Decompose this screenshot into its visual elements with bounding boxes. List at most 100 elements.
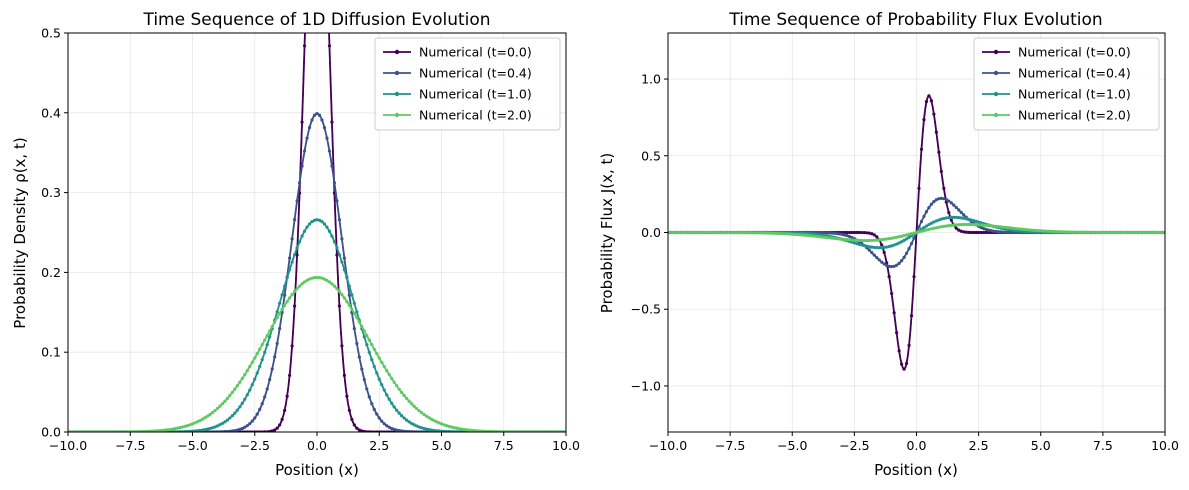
flux-point: [904, 251, 909, 255]
flux-point: [875, 238, 879, 242]
density-point: [427, 428, 431, 432]
flux-point: [927, 206, 931, 210]
density-legend-label-0: Numerical (t=0.0): [419, 45, 532, 60]
flux-point: [967, 217, 971, 221]
flux-point: [974, 230, 978, 235]
flux-point: [1128, 230, 1132, 235]
density-point: [183, 424, 187, 428]
density-point: [280, 293, 284, 297]
flux-point: [949, 218, 953, 222]
density-x-tick-label: −5.0: [177, 438, 207, 453]
density-x-tick-label: 10.0: [552, 438, 580, 453]
flux-point: [875, 246, 879, 250]
flux-x-tick-label: 0.0: [907, 438, 927, 453]
flux-point: [972, 230, 976, 235]
density-point: [278, 301, 282, 305]
density-point: [382, 422, 386, 426]
flux-point: [924, 210, 929, 214]
density-point: [151, 429, 155, 432]
density-point: [278, 423, 282, 427]
flux-x-tick-label: 2.5: [969, 438, 989, 453]
density-point: [449, 425, 454, 429]
flux-legend-marker-3: [993, 112, 999, 118]
density-point: [307, 126, 312, 130]
flux-point: [944, 200, 948, 204]
density-point: [238, 380, 242, 384]
density-point: [292, 304, 297, 308]
density-point: [275, 341, 279, 346]
flux-point: [897, 241, 901, 245]
flux-chart-title: Time Sequence of Probability Flux Evolut…: [728, 10, 1102, 30]
flux-point: [1064, 230, 1068, 234]
density-point: [322, 277, 327, 281]
flux-point: [902, 238, 906, 242]
flux-legend-marker-2: [993, 91, 999, 97]
flux-point: [917, 186, 921, 190]
flux-point: [760, 231, 765, 235]
density-point: [310, 118, 314, 122]
flux-point: [899, 234, 904, 238]
density-y-tick-label: 0.2: [41, 265, 61, 280]
density-point: [322, 222, 327, 226]
flux-point: [947, 224, 951, 228]
density-point: [220, 421, 224, 426]
density-point: [362, 378, 366, 382]
density-point: [330, 164, 334, 168]
flux-point: [922, 117, 926, 122]
density-point: [467, 428, 471, 432]
density-point: [243, 397, 247, 401]
flux-point: [726, 230, 730, 235]
flux-point: [740, 231, 745, 235]
flux-point: [957, 208, 961, 212]
density-point: [185, 424, 190, 428]
density-point: [228, 393, 232, 398]
density-point: [320, 220, 324, 224]
density-point: [330, 282, 334, 286]
flux-point: [778, 231, 782, 236]
density-point: [432, 428, 436, 432]
flux-x-tick-label: 5.0: [1031, 438, 1051, 453]
flux-point: [924, 100, 929, 104]
flux-point: [897, 261, 901, 265]
density-point: [245, 393, 249, 397]
density-point: [240, 376, 244, 381]
flux-point: [890, 291, 894, 296]
density-point: [355, 310, 359, 314]
density-point: [146, 429, 150, 432]
flux-point: [875, 235, 879, 239]
flux-point: [887, 264, 891, 268]
density-point: [268, 329, 272, 333]
flux-x-tick-label: −7.5: [715, 438, 745, 453]
flux-point: [808, 234, 812, 238]
density-point: [283, 284, 287, 288]
density-point: [387, 397, 391, 401]
density-point: [220, 402, 224, 406]
density-legend-label-2: Numerical (t=1.0): [419, 87, 532, 102]
density-point: [225, 396, 229, 401]
density-point: [385, 369, 389, 373]
flux-point: [892, 264, 896, 268]
density-point: [385, 424, 389, 428]
flux-point: [748, 231, 752, 235]
flux-point: [731, 230, 735, 235]
density-point: [367, 338, 371, 342]
flux-point: [842, 237, 847, 242]
density-point: [233, 411, 237, 415]
density-point: [412, 423, 416, 427]
density-point: [138, 429, 142, 432]
density-point: [315, 275, 319, 280]
density-point: [235, 428, 239, 432]
flux-point: [845, 230, 849, 235]
density-point: [233, 429, 237, 432]
density-point: [255, 352, 259, 356]
density-point: [405, 396, 409, 401]
flux-point: [1136, 230, 1140, 235]
flux-point: [944, 224, 948, 228]
flux-point: [1071, 230, 1075, 234]
density-point: [352, 311, 356, 316]
flux-point: [914, 230, 919, 235]
density-point: [390, 376, 394, 381]
density-point: [332, 284, 337, 288]
density-point: [447, 429, 451, 432]
